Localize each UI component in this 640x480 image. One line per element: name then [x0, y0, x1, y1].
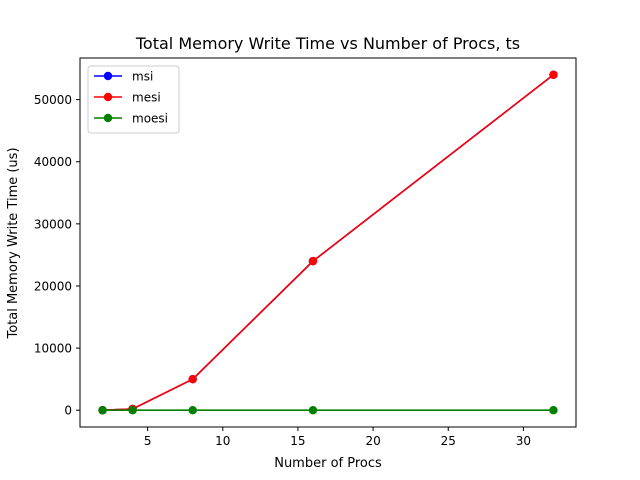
chart-title: Total Memory Write Time vs Number of Pro… — [135, 34, 520, 53]
y-tick-label: 50000 — [34, 93, 72, 107]
legend-marker — [103, 71, 113, 81]
legend-label: moesi — [132, 112, 168, 126]
series-moesi — [98, 406, 558, 415]
x-axis-label: Number of Procs — [274, 456, 382, 471]
legend-entry: msi — [94, 70, 153, 84]
y-tick-label: 10000 — [34, 342, 72, 356]
data-point-moesi — [128, 406, 137, 415]
data-point-moesi — [549, 406, 558, 415]
legend: msi mesi moesi — [87, 65, 180, 134]
x-tick-label: 20 — [365, 434, 380, 448]
y-tick-label: 20000 — [34, 279, 72, 293]
y-tick-label: 40000 — [34, 155, 72, 169]
y-tick-label: 0 — [64, 404, 72, 418]
x-tick-label: 5 — [144, 434, 152, 448]
plot-series — [98, 70, 558, 415]
legend-label: mesi — [132, 91, 161, 105]
legend-entry: mesi — [94, 91, 161, 105]
x-tick-label: 30 — [516, 434, 531, 448]
data-point-moesi — [188, 406, 197, 415]
x-tick-label: 15 — [290, 434, 305, 448]
data-point-mesi — [549, 70, 558, 79]
legend-marker — [103, 113, 113, 123]
legend-entry: moesi — [94, 112, 168, 126]
y-tick-label: 30000 — [34, 217, 72, 231]
y-axis-label: Total Memory Write Time (us) — [6, 147, 21, 339]
x-tick-label: 25 — [441, 434, 456, 448]
legend-label: msi — [132, 70, 153, 84]
legend-marker — [103, 92, 113, 102]
axis-ticks: 5 10 15 20 25 30 0 10000 20000 30000 40000 50000 — [34, 93, 531, 448]
data-point-moesi — [308, 406, 318, 415]
data-point-moesi — [98, 406, 107, 415]
data-point-mesi — [188, 374, 197, 384]
axes-frame — [79, 57, 577, 428]
data-point-mesi — [308, 256, 318, 266]
x-tick-label: 10 — [215, 434, 230, 448]
